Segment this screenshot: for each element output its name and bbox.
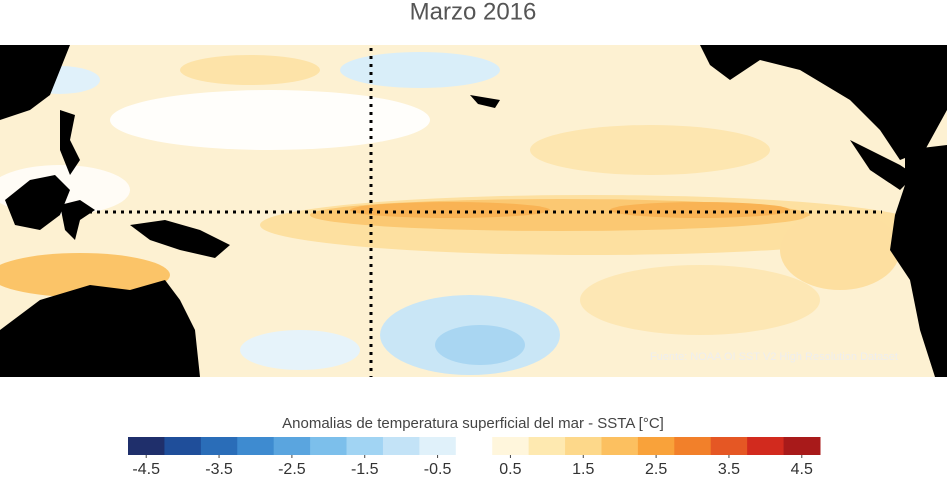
source-note: Fuente: NOAA OI SST V2 High Resolution D… xyxy=(650,351,898,363)
colorbar-segment xyxy=(346,437,384,455)
map-title: Marzo 2016 xyxy=(410,0,537,25)
colorbar-segment xyxy=(237,437,275,455)
colorbar-segment xyxy=(455,437,493,455)
colorbar-tick-label: -2.5 xyxy=(278,461,306,478)
colorbar-segment xyxy=(492,437,530,455)
colorbar-segment xyxy=(419,437,457,455)
colorbar-segment xyxy=(200,437,238,455)
colorbar-segment xyxy=(164,437,202,455)
colorbar-segment xyxy=(710,437,748,455)
colorbar-segment xyxy=(382,437,420,455)
colorbar-tick-label: -3.5 xyxy=(205,461,233,478)
colorbar-tick-label: 4.5 xyxy=(791,461,813,478)
colorbar-segment xyxy=(128,437,165,455)
colorbar-segment xyxy=(783,437,821,455)
colorbar-segment xyxy=(273,437,311,455)
colorbar-tick-label: -4.5 xyxy=(132,461,160,478)
colorbar-segment xyxy=(528,437,566,455)
colorbar-segment xyxy=(565,437,602,455)
colorbar-tick-label: 3.5 xyxy=(718,461,740,478)
colorbar-tick-label: 2.5 xyxy=(645,461,667,478)
colorbar-tick-label: -0.5 xyxy=(424,461,452,478)
colorbar-tick-label: -1.5 xyxy=(351,461,379,478)
colorbar-segment xyxy=(601,437,639,455)
colorbar-tick-label: 0.5 xyxy=(499,461,521,478)
colorbar-segment xyxy=(310,437,348,455)
colorbar-segment xyxy=(674,437,712,455)
colorbar-segment xyxy=(637,437,675,455)
colorbar-segment xyxy=(747,437,785,455)
sst-map xyxy=(0,45,947,377)
colorbar: -4.5 -3.5 -2.5 -1.5 -0.5 0.5 1.5 2.5 3.5 4.5 xyxy=(128,437,821,478)
colorbar-tick-label: 1.5 xyxy=(572,461,594,478)
colorbar-label: Anomalias de temperatura superficial del… xyxy=(282,415,664,432)
